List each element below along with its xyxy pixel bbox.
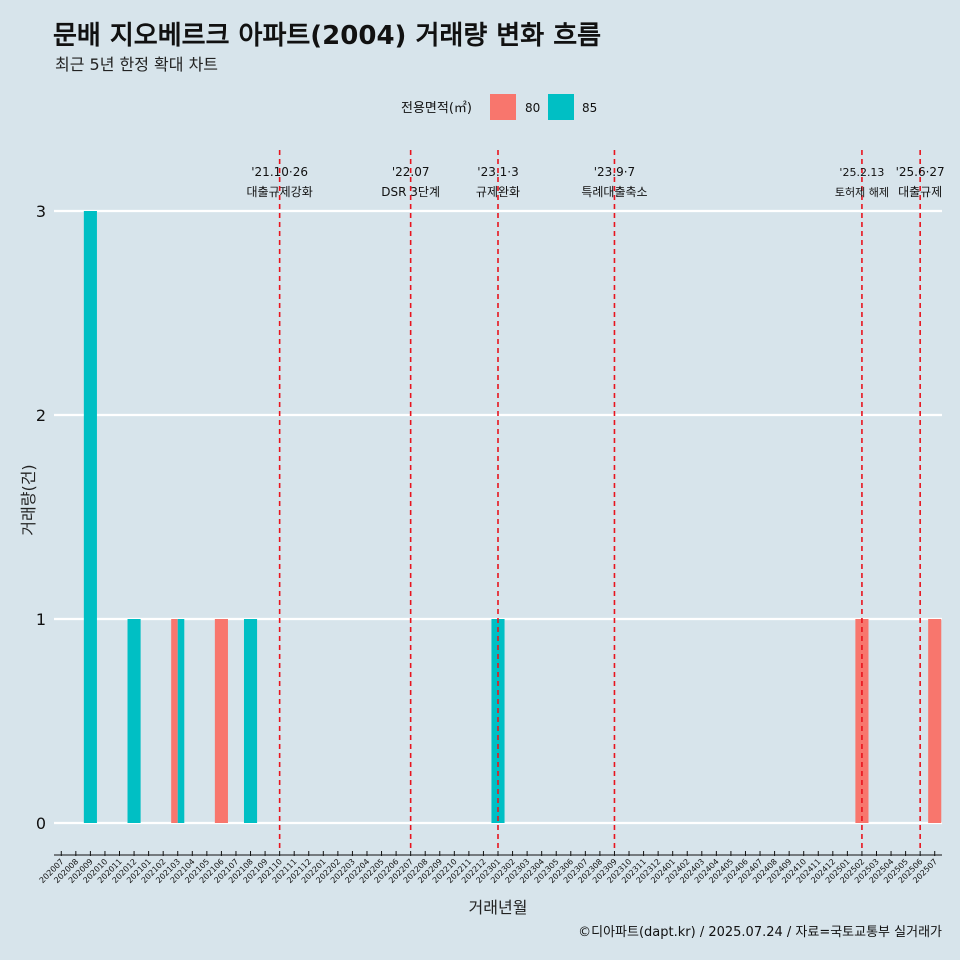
event-label: 토허제 해제: [835, 185, 889, 199]
event-label: 대출규제강화: [247, 185, 313, 199]
event-date: '23.1·3: [477, 165, 518, 179]
legend-swatch-80: [490, 94, 516, 120]
chart-subtitle: 최근 5년 한정 확대 차트: [55, 55, 218, 74]
event-date: '22.07: [392, 165, 430, 179]
bar-85-202108: [243, 619, 258, 823]
legend-label-85: 85: [582, 101, 597, 115]
event-label: 규제완화: [476, 185, 520, 199]
bar-85-202012: [127, 619, 141, 823]
y-tick-label: 0: [36, 814, 46, 833]
legend: 전용면적(㎡) 80 85: [401, 94, 597, 120]
y-tick-label: 3: [36, 202, 46, 221]
event-date: '21.10·26: [251, 165, 308, 179]
event-date: '25.6·27: [896, 165, 945, 179]
event-date: '25.2.13: [839, 166, 884, 179]
caption: ©디아파트(dapt.kr) / 2025.07.24 / 자료=국토교통부 실…: [578, 925, 942, 940]
event-label: DSR 3단계: [381, 185, 440, 199]
y-axis-title: 거래량(건): [19, 464, 38, 535]
chart-title: 문배 지오베르크 아파트(2004) 거래량 변화 흐름: [53, 21, 601, 51]
x-axis: 2020072020082020092020102020112020122021…: [38, 851, 942, 885]
bar-85-202009: [83, 211, 97, 823]
y-axis: 0 1 2 3: [36, 202, 46, 833]
y-tick-label: 2: [36, 406, 46, 425]
event-date: '23.9·7: [594, 165, 635, 179]
bars: [83, 211, 942, 823]
x-axis-title: 거래년월: [469, 898, 528, 917]
event-label: 대출규제: [898, 185, 942, 199]
event-lines: '21.10·26 대출규제강화 '22.07 DSR 3단계 '23.1·3 규제완화 '…: [247, 150, 945, 850]
bar-80-202106: [214, 619, 228, 823]
bar-85-202103: [177, 619, 185, 823]
event-label: 특례대출축소: [581, 185, 647, 199]
legend-swatch-85: [548, 94, 574, 120]
legend-label-80: 80: [525, 101, 540, 115]
bar-80-202103: [171, 619, 178, 823]
y-tick-label: 1: [36, 610, 46, 629]
bar-80-202507: [928, 619, 942, 823]
legend-title: 전용면적(㎡): [401, 101, 472, 116]
